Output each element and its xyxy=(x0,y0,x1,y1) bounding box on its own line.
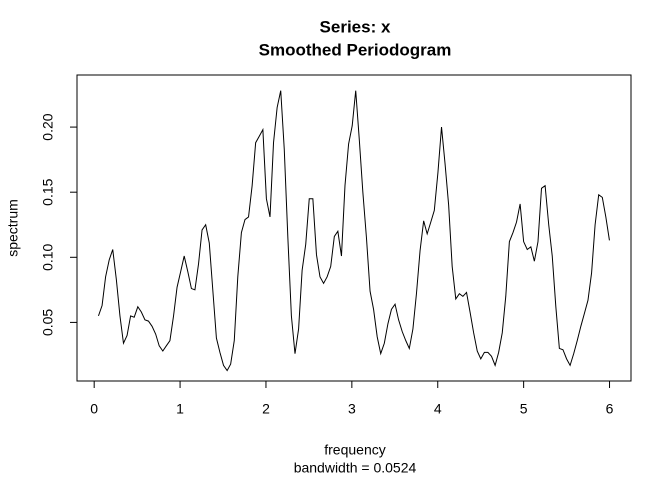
chart-subtitle: Smoothed Periodogram xyxy=(259,40,452,59)
x-tick-label: 5 xyxy=(520,401,528,417)
spectrum-line xyxy=(97,90,610,372)
y-tick-label: 0.10 xyxy=(40,243,56,270)
y-tick-label: 0.05 xyxy=(40,309,56,336)
x-tick-label: 0 xyxy=(90,401,98,417)
y-tick-label: 0.15 xyxy=(40,178,56,205)
x-tick-label: 3 xyxy=(348,401,356,417)
annotation: bandwidth = 0.0524 xyxy=(294,460,417,476)
x-tick-label: 6 xyxy=(606,401,614,417)
x-tick-label: 1 xyxy=(176,401,184,417)
x-tick-label: 4 xyxy=(434,401,442,417)
y-tick-label: 0.20 xyxy=(40,113,56,140)
x-tick-label: 2 xyxy=(262,401,270,417)
chart-title: Series: x xyxy=(320,17,391,36)
x-axis-label: frequency xyxy=(324,442,385,458)
y-axis-label: spectrum xyxy=(5,199,21,257)
